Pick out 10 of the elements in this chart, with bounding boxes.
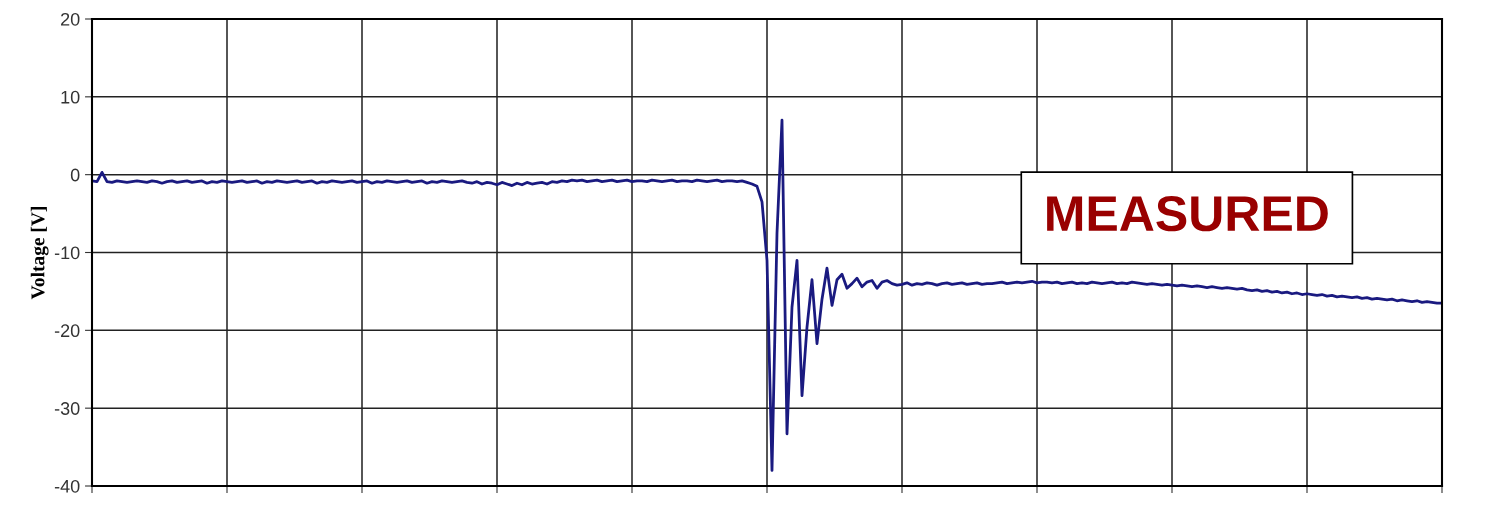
y-tick-label: 0 (70, 168, 80, 182)
y-tick-label: -40 (54, 479, 80, 493)
y-tick-label: -20 (54, 324, 80, 338)
y-tick-label: -10 (54, 246, 80, 260)
annotation: MEASURED (1047, 195, 1328, 232)
y-tick-label: -30 (54, 402, 80, 415)
y-tick-label: 20 (61, 12, 80, 26)
line-series (92, 118, 1442, 472)
y-tick-label: 10 (61, 90, 80, 104)
y-axis-title: Voltage [V] (30, 207, 49, 300)
